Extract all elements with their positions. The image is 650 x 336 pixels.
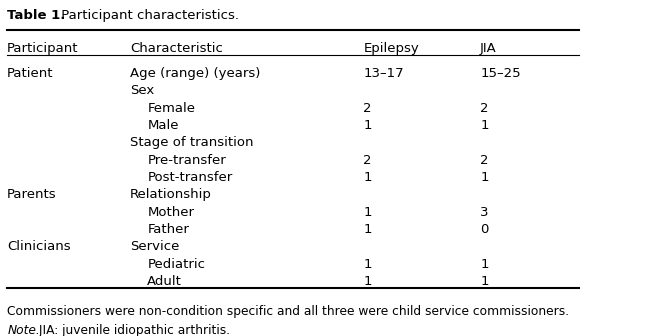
Text: Patient: Patient: [7, 67, 54, 80]
Text: 1: 1: [480, 258, 489, 271]
Text: Post-transfer: Post-transfer: [148, 171, 233, 184]
Text: Pediatric: Pediatric: [148, 258, 205, 271]
Text: Clinicians: Clinicians: [7, 240, 71, 253]
Text: Table 1.: Table 1.: [7, 9, 66, 22]
Text: Sex: Sex: [130, 84, 154, 97]
Text: 1: 1: [480, 275, 489, 288]
Text: Female: Female: [148, 101, 196, 115]
Text: Note.: Note.: [7, 324, 40, 336]
Text: 2: 2: [480, 154, 489, 167]
Text: Epilepsy: Epilepsy: [363, 42, 419, 55]
Text: 15–25: 15–25: [480, 67, 521, 80]
Text: Participant characteristics.: Participant characteristics.: [57, 9, 239, 22]
Text: Parents: Parents: [7, 188, 57, 201]
Text: 1: 1: [363, 275, 372, 288]
Text: 2: 2: [363, 154, 372, 167]
Text: Service: Service: [130, 240, 179, 253]
Text: Male: Male: [148, 119, 179, 132]
Text: Adult: Adult: [148, 275, 182, 288]
Text: Relationship: Relationship: [130, 188, 212, 201]
Text: 1: 1: [363, 223, 372, 236]
Text: Mother: Mother: [148, 206, 194, 219]
Text: Father: Father: [148, 223, 189, 236]
Text: Stage of transition: Stage of transition: [130, 136, 254, 149]
Text: 1: 1: [363, 171, 372, 184]
Text: 2: 2: [480, 101, 489, 115]
Text: Pre-transfer: Pre-transfer: [148, 154, 226, 167]
Text: 1: 1: [480, 119, 489, 132]
Text: 1: 1: [363, 258, 372, 271]
Text: Commissioners were non-condition specific and all three were child service commi: Commissioners were non-condition specifi…: [7, 305, 569, 318]
Text: 1: 1: [480, 171, 489, 184]
Text: 13–17: 13–17: [363, 67, 404, 80]
Text: JIA: juvenile idiopathic arthritis.: JIA: juvenile idiopathic arthritis.: [35, 324, 230, 336]
Text: Age (range) (years): Age (range) (years): [130, 67, 260, 80]
Text: Characteristic: Characteristic: [130, 42, 223, 55]
Text: 1: 1: [363, 206, 372, 219]
Text: 2: 2: [363, 101, 372, 115]
Text: JIA: JIA: [480, 42, 497, 55]
Text: 1: 1: [363, 119, 372, 132]
Text: 0: 0: [480, 223, 489, 236]
Text: Participant: Participant: [7, 42, 79, 55]
Text: 3: 3: [480, 206, 489, 219]
